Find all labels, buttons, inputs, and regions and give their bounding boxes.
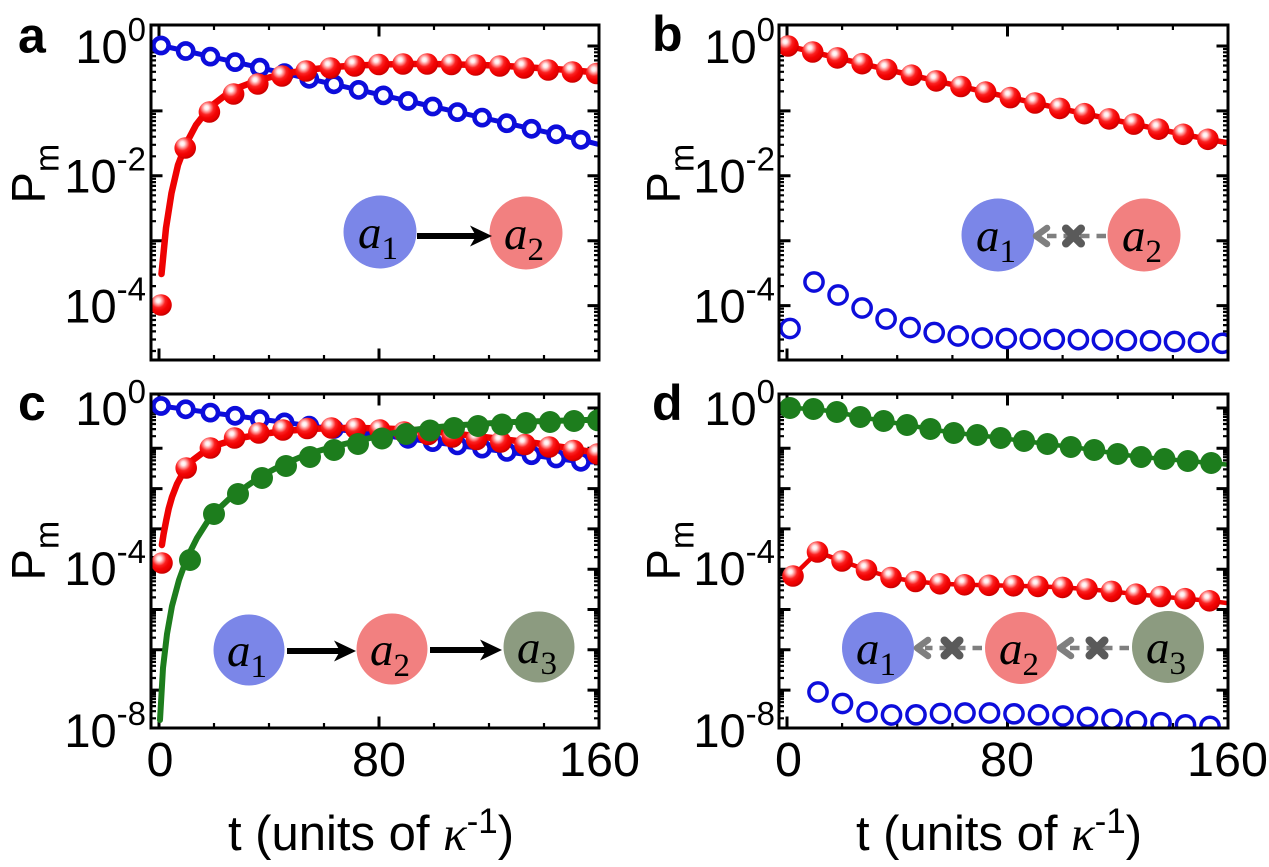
svg-text:a1: a1: [976, 210, 1016, 270]
svg-text:10-4: 10-4: [693, 533, 775, 595]
svg-text:a: a: [18, 8, 47, 64]
svg-text:80: 80: [980, 733, 1034, 787]
svg-text:0: 0: [775, 733, 802, 787]
svg-text:160: 160: [559, 733, 640, 787]
svg-text:d: d: [652, 375, 683, 431]
svg-text:80: 80: [352, 733, 406, 787]
svg-text:a2: a2: [1122, 210, 1162, 270]
svg-text:0: 0: [147, 733, 174, 787]
svg-text:a3: a3: [517, 622, 557, 682]
svg-text:160: 160: [1187, 733, 1268, 787]
svg-text:t (units of κ-1): t (units of κ-1): [856, 802, 1142, 861]
svg-text:b: b: [652, 6, 683, 62]
svg-text:t (units of κ-1): t (units of κ-1): [228, 802, 514, 861]
svg-text:c: c: [18, 375, 46, 431]
